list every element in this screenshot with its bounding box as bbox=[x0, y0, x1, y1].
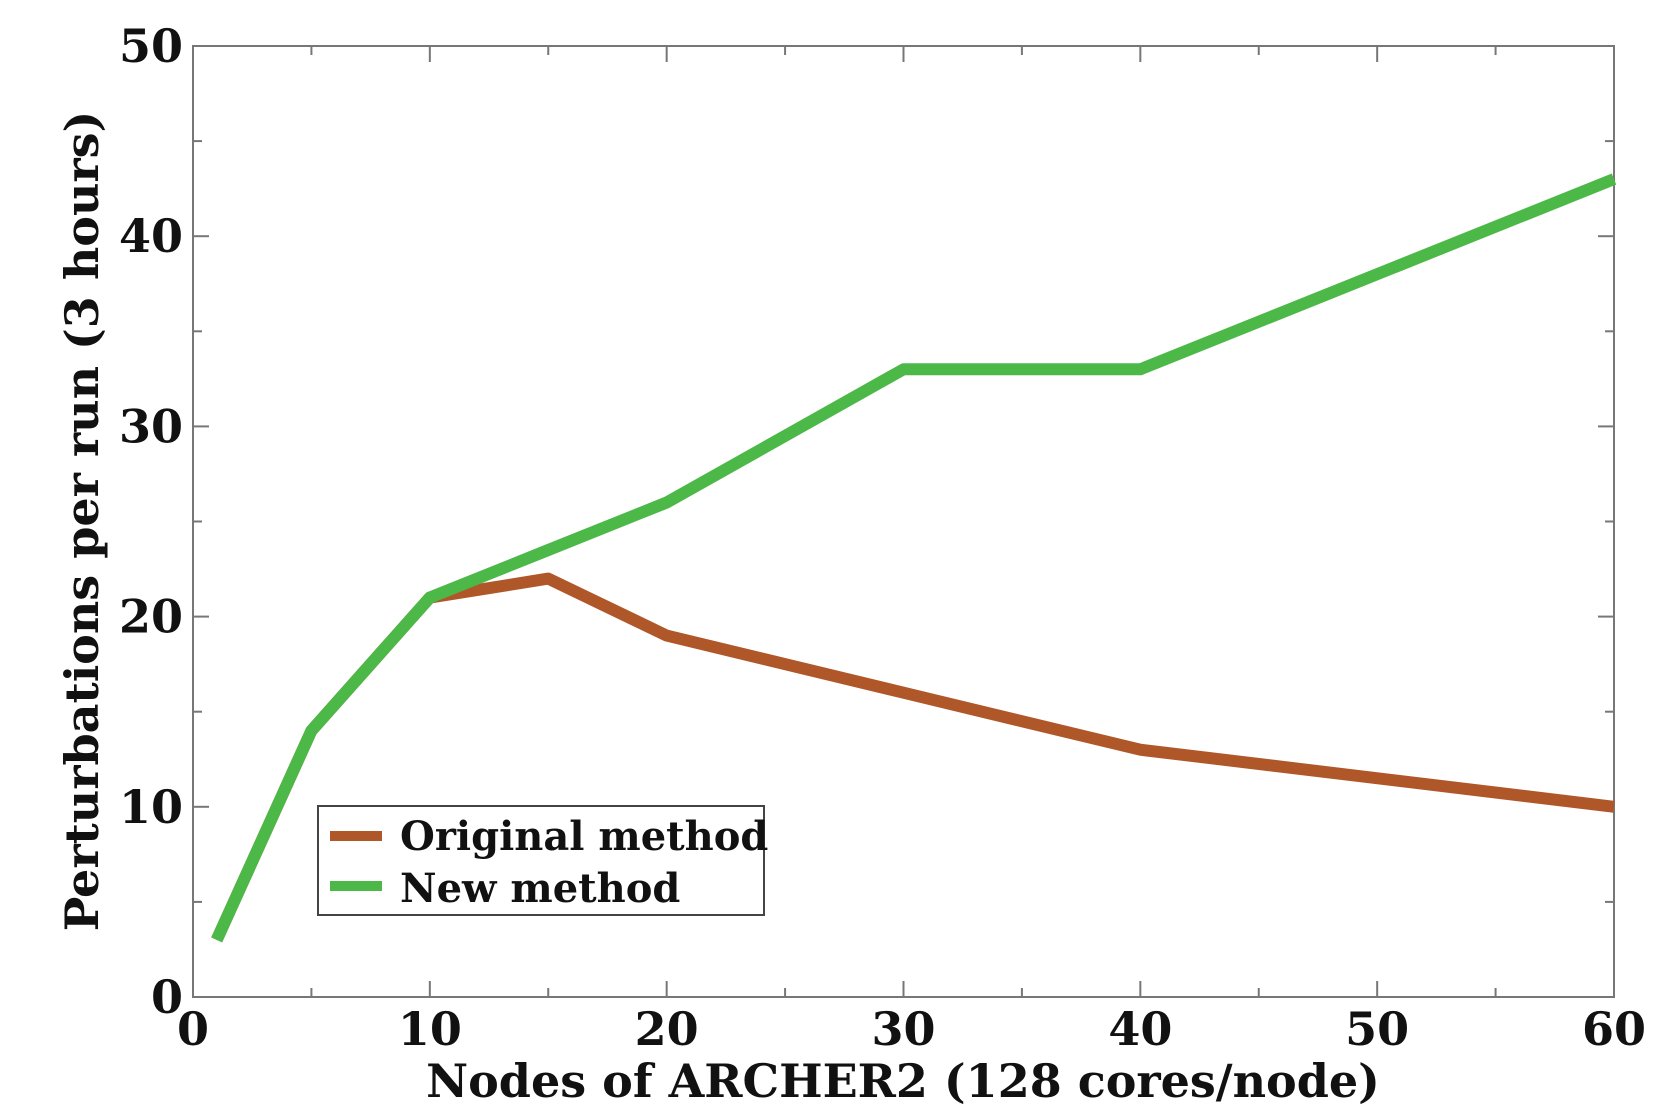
series-line-new-method bbox=[211, 173, 1617, 943]
x-tick-label: 0 bbox=[177, 1002, 209, 1056]
y-tick-label: 0 bbox=[151, 970, 183, 1024]
legend-label-original-method: Original method bbox=[400, 813, 768, 860]
legend-box bbox=[317, 805, 765, 916]
x-tick-label: 60 bbox=[1582, 1002, 1646, 1056]
y-tick-label: 30 bbox=[119, 399, 183, 453]
legend: Original method New method bbox=[317, 805, 768, 916]
x-tick-label: 50 bbox=[1345, 1002, 1409, 1056]
legend-label-new-method: New method bbox=[400, 865, 680, 912]
y-tick-label: 40 bbox=[119, 209, 183, 263]
x-axis-title: Nodes of ARCHER2 (128 cores/node) bbox=[426, 1054, 1380, 1108]
y-tick-label: 10 bbox=[119, 780, 183, 834]
x-tick-label: 30 bbox=[871, 1002, 935, 1056]
x-tick-label: 40 bbox=[1108, 1002, 1172, 1056]
y-tick-label: 50 bbox=[119, 19, 183, 73]
y-axis-title: Perturbations per run (3 hours) bbox=[55, 111, 109, 932]
x-tick-label: 20 bbox=[635, 1002, 699, 1056]
y-tick-label: 20 bbox=[119, 590, 183, 644]
x-tick-label: 10 bbox=[398, 1002, 462, 1056]
